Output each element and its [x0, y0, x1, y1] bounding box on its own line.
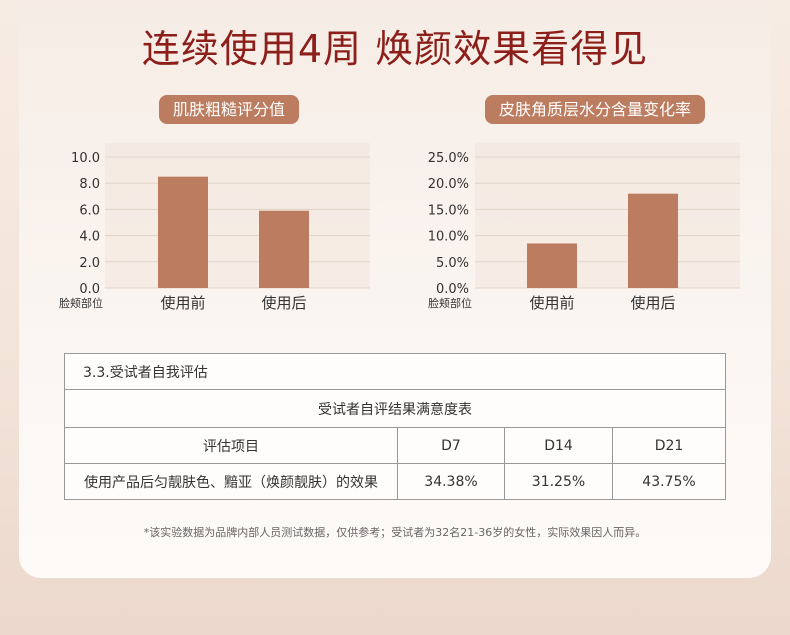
y-tick-label: 10.0%: [428, 230, 469, 245]
x-category-label: 使用后: [630, 294, 675, 312]
section-title: 3.3.受试者自我评估: [83, 364, 208, 381]
y-tick-label: 0.0: [79, 282, 100, 297]
x-category-label: 使用后: [261, 294, 306, 312]
bar: [259, 210, 309, 288]
row-d14: 31.25%: [504, 464, 612, 499]
row-d7: 34.38%: [397, 464, 504, 499]
header-d14: D14: [504, 428, 612, 463]
footnote: *该实验数据为品牌内部人员测试数据，仅供参考；受试者为32名21-36岁的女性，…: [143, 526, 647, 539]
self-assessment-table: 3.3.受试者自我评估 受试者自评结果满意度表 评估项目 D7 D14 D21 …: [64, 353, 726, 500]
chart1-title-badge: 肌肤粗糙评分值: [159, 95, 300, 124]
plot-area: [105, 143, 370, 288]
header-d7: D7: [397, 428, 504, 463]
y-tick-label: 8.0: [79, 177, 100, 192]
x-category-label: 使用前: [160, 294, 205, 312]
bar: [527, 243, 577, 288]
x-axis-label: 脸颊部位: [59, 296, 103, 310]
moisture-chart: 25.0% 20.0% 15.0% 10.0% 5.0% 0.0% 使用前 使用后 脸颊部位: [428, 143, 740, 312]
table-title: 受试者自评结果满意度表: [318, 401, 472, 418]
y-tick-label: 10.0: [71, 151, 100, 166]
y-tick-label: 5.0%: [436, 256, 469, 271]
bar: [628, 193, 678, 288]
y-tick-label: 25.0%: [428, 151, 469, 166]
header-d21: D21: [612, 428, 725, 463]
bar: [158, 176, 208, 288]
plot-area: [475, 143, 740, 288]
y-tick-label: 20.0%: [428, 177, 469, 192]
y-tick-label: 0.0%: [436, 282, 469, 297]
y-tick-label: 2.0: [79, 256, 100, 271]
header-item: 评估项目: [203, 438, 259, 455]
row-d21: 43.75%: [612, 464, 725, 499]
roughness-chart: 10.0 8.0 6.0 4.0 2.0 0.0 使用前 使用后 脸颊部位: [59, 143, 370, 312]
chart2-title-badge: 皮肤角质层水分含量变化率: [485, 95, 706, 124]
page-title: 连续使用4周 焕颜效果看得见: [141, 27, 649, 71]
y-tick-label: 4.0: [79, 230, 100, 245]
y-tick-label: 6.0: [79, 203, 100, 218]
y-tick-label: 15.0%: [428, 203, 469, 218]
x-category-label: 使用前: [529, 294, 574, 312]
x-axis-label: 脸颊部位: [428, 296, 472, 310]
row-item: 使用产品后匀靓肤色、黯亚（焕颜靓肤）的效果: [84, 474, 378, 491]
